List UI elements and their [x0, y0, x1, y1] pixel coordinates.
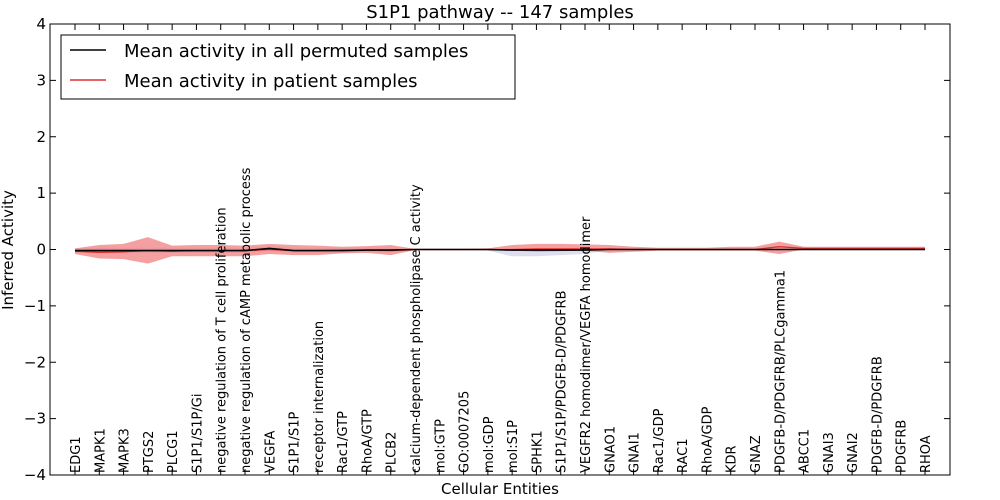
x-tick-label: GNAZ [749, 435, 764, 473]
x-tick-label: RHOA [919, 435, 934, 473]
legend-label-permuted: Mean activity in all permuted samples [124, 41, 468, 62]
x-tick-label: VEGFR2 homodimer/VEGFA homodimer [579, 216, 594, 473]
x-tick-label: calcium-dependent phospholipase C activi… [409, 184, 424, 473]
legend-box [60, 34, 516, 100]
x-tick-label: S1P1/S1P [288, 411, 303, 473]
x-tick-label: PDGFB-D/PDGFRB/PLCgamma1 [773, 270, 788, 473]
x-tick-label: KDR [725, 445, 740, 473]
x-tick-label: RhoA/GTP [360, 409, 375, 473]
x-tick-label: EDG1 [69, 436, 84, 473]
y-tick-label: −4 [24, 466, 46, 484]
x-tick-label: PTGS2 [142, 431, 157, 473]
chart-title: S1P1 pathway -- 147 samples [366, 2, 634, 23]
x-tick-label: MAPK3 [118, 428, 133, 473]
x-tick-label: SPHK1 [530, 430, 545, 473]
y-tick-label: 0 [36, 241, 46, 259]
x-tick-label: Rac1/GDP [652, 408, 667, 473]
x-tick-label: ABCC1 [798, 429, 813, 473]
y-tick-label: 2 [36, 128, 46, 146]
x-tick-label: RhoA/GDP [700, 406, 715, 473]
x-tick-label: negative regulation of cAMP metabolic pr… [239, 167, 254, 473]
legend-label-patient: Mean activity in patient samples [124, 71, 418, 92]
y-tick-label: −2 [24, 353, 46, 371]
x-tick-label: receptor internalization [312, 321, 327, 473]
x-tick-label: Rac1/GTP [336, 411, 351, 473]
y-tick-label: −1 [24, 297, 46, 315]
x-tick-label: PDGFRB [895, 420, 910, 473]
x-tick-label: mol:S1P [506, 420, 521, 473]
legend: Mean activity in all permuted samples Me… [60, 34, 516, 100]
line-series-0 [75, 247, 925, 252]
x-axis-label: Cellular Entities [441, 480, 559, 498]
y-axis-label: Inferred Activity [0, 190, 17, 310]
x-tick-label: PLCB2 [385, 432, 400, 473]
x-tick-label: S1P1/S1P/Gi [190, 394, 205, 473]
x-tick-label: MAPK1 [93, 428, 108, 473]
x-tick-label: GNAI2 [846, 432, 861, 473]
x-tick-label: VEGFA [263, 431, 278, 473]
x-tick-label: GNAI3 [822, 432, 837, 473]
x-axis: EDG1 MAPK1 MAPK3 PTGS2 PLCG1 S1P1/S1P/Gi negat… [69, 24, 934, 475]
lines-layer [74, 246, 925, 253]
x-tick-label: GNAO1 [603, 426, 618, 473]
x-tick-label: mol:GTP [433, 419, 448, 473]
x-tick-label: GO:0007205 [458, 391, 473, 473]
y-axis: −4 −3 −2 −1 0 1 2 3 4 [24, 15, 950, 484]
x-tick-label: PDGFB-D/PDGFRB [870, 356, 885, 473]
y-tick-label: 4 [36, 15, 46, 33]
y-tick-label: −3 [24, 410, 46, 428]
x-tick-label: RAC1 [676, 438, 691, 473]
y-tick-label: 3 [36, 71, 46, 89]
x-tick-label: PLCG1 [166, 430, 181, 473]
x-tick-label: negative regulation of T cell proliferat… [215, 207, 230, 473]
x-tick-label: S1P1/S1P/PDGFB-D/PDGFRB [555, 290, 570, 473]
x-tick-label: mol:GDP [482, 416, 497, 473]
y-tick-label: 1 [36, 184, 46, 202]
x-tick-label: GNAI1 [628, 432, 643, 473]
